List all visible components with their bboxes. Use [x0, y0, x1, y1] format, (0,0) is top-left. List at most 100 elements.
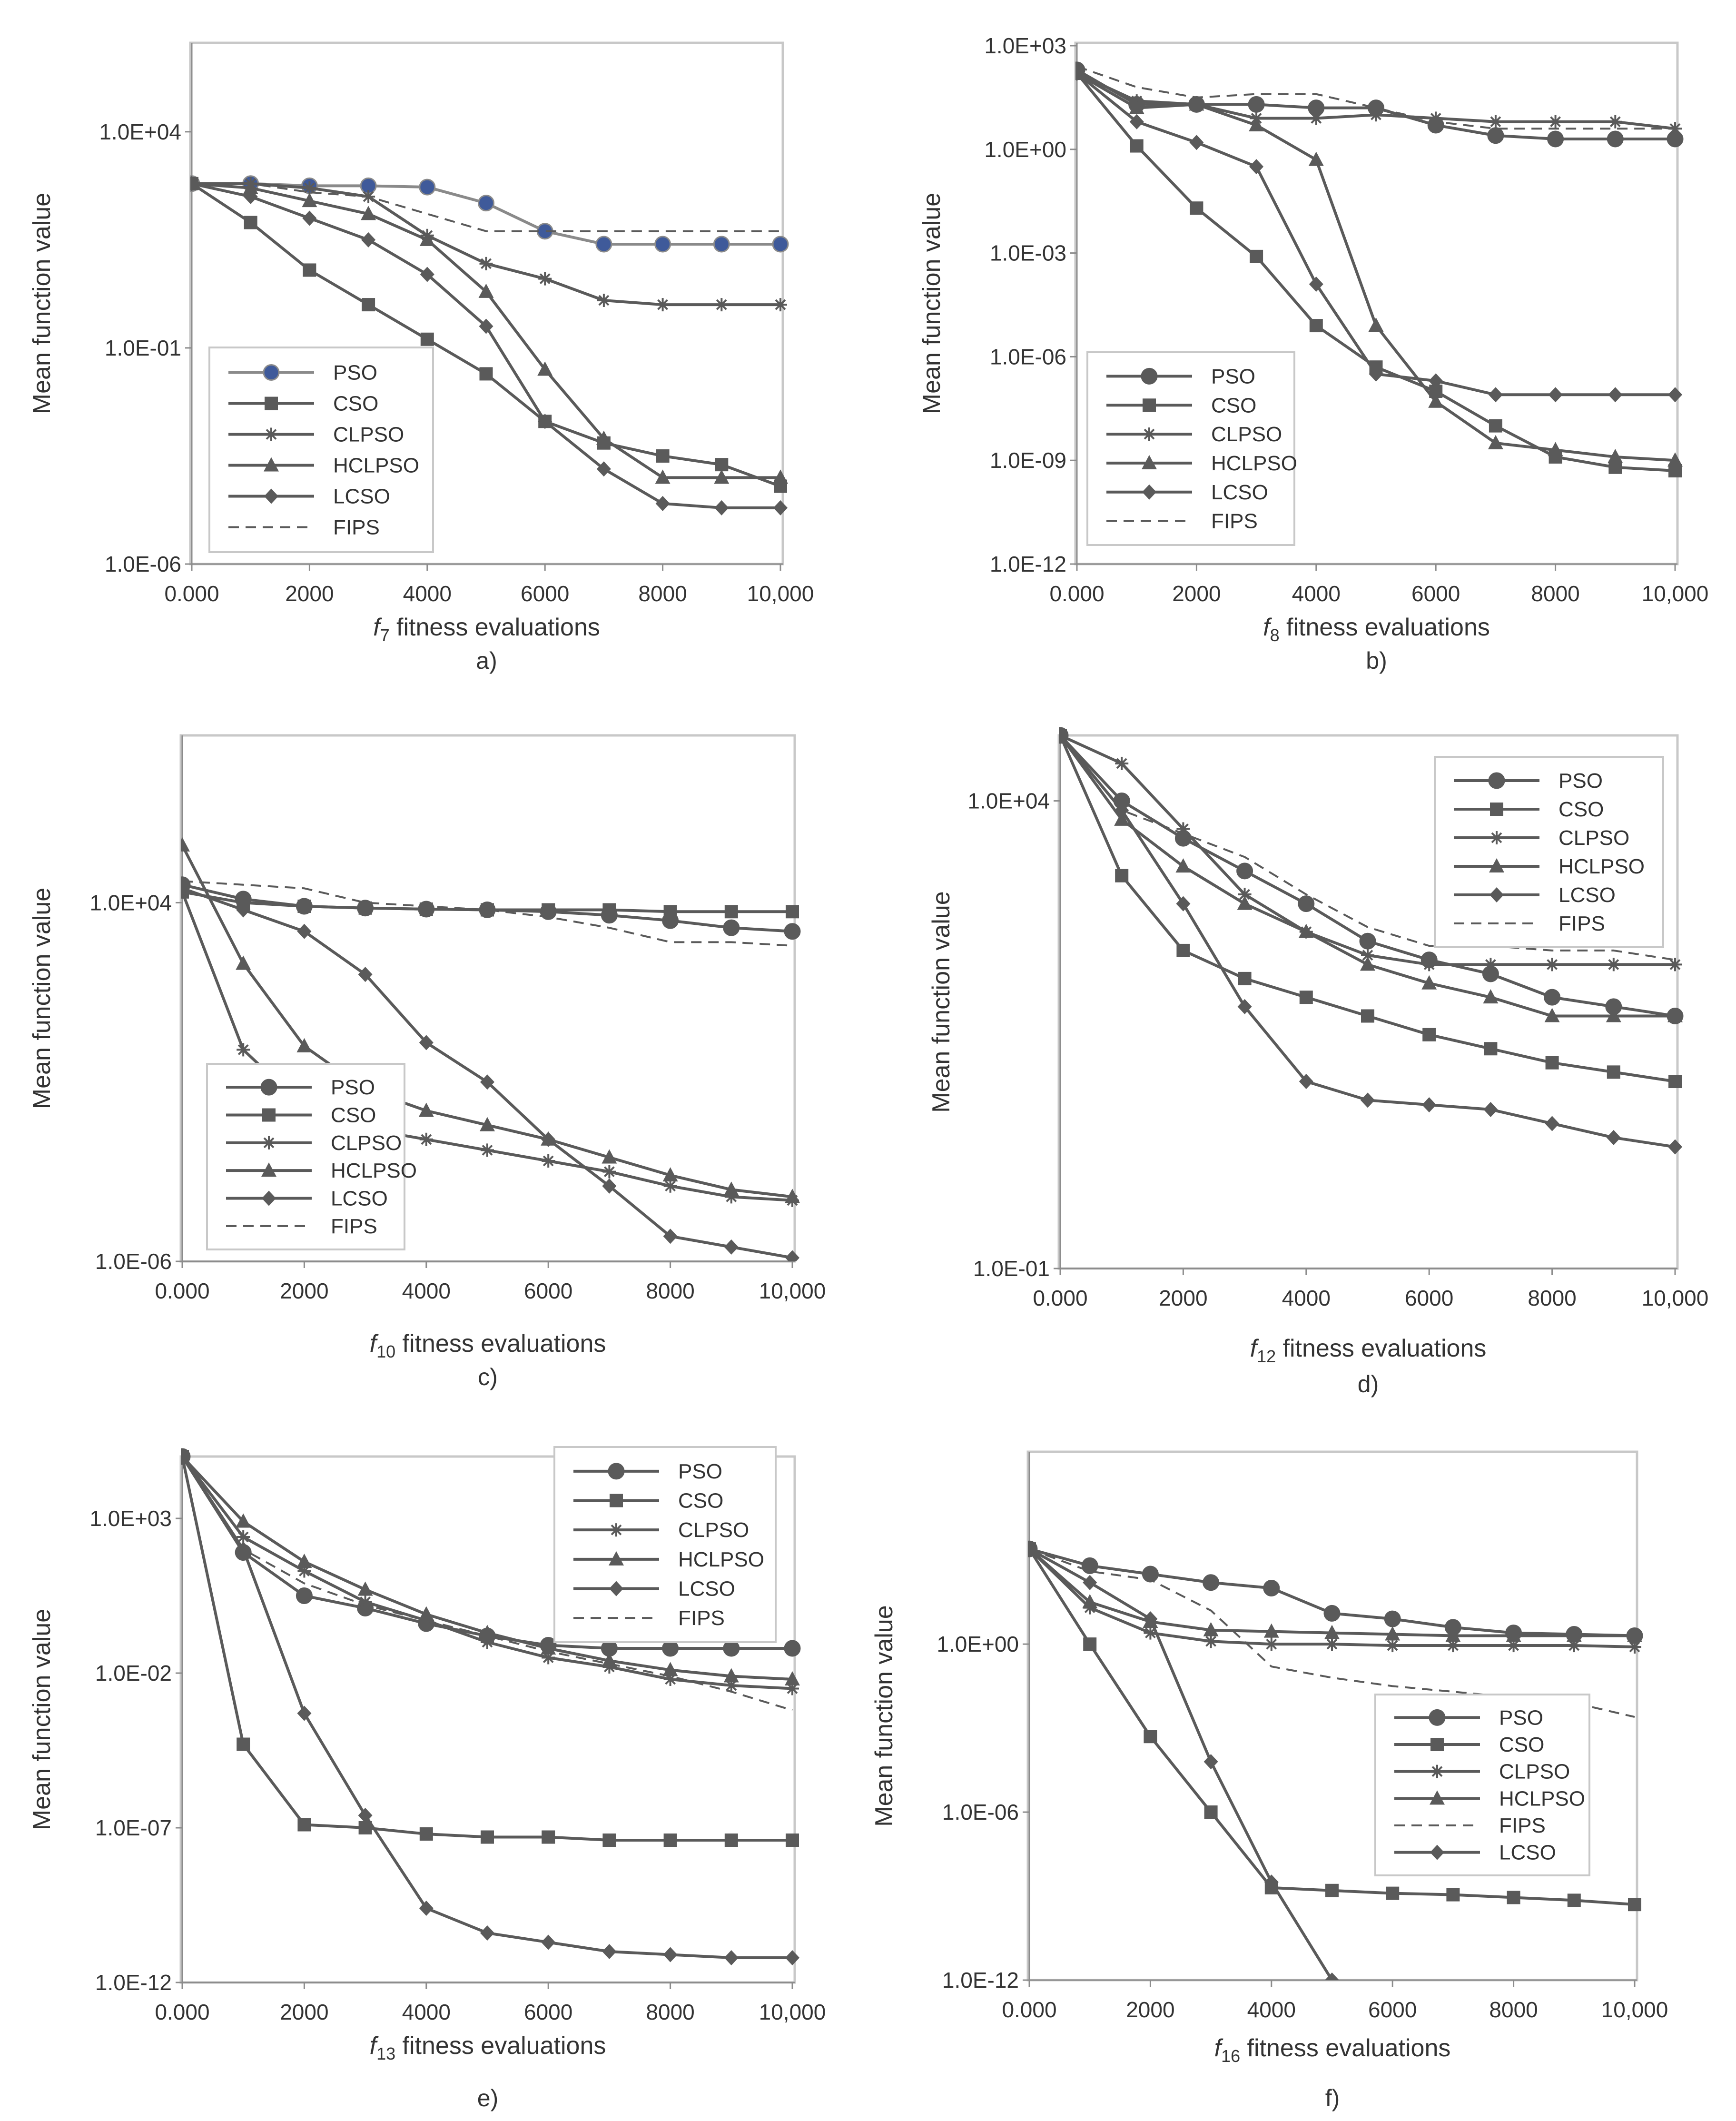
data-point-lcso	[785, 1250, 799, 1261]
legend-marker-clpso	[262, 1136, 276, 1150]
data-point-cso	[656, 449, 670, 463]
x-tick-label: 0.000	[1033, 1286, 1087, 1310]
x-tick-label: 2000	[1126, 1997, 1174, 2022]
data-point-hclpso	[662, 1662, 678, 1676]
legend-marker-clpso	[1490, 831, 1503, 844]
legend-marker-pso	[1488, 772, 1505, 789]
data-point-hclpso	[418, 1102, 434, 1117]
legend-label-pso: PSO	[678, 1460, 722, 1483]
data-point-lcso	[236, 902, 251, 918]
data-point-pso	[723, 919, 740, 936]
legend-label-pso: PSO	[331, 1076, 375, 1099]
x-tick-label: 0.000	[155, 1279, 209, 1303]
x-axis-title-text: fitness evaluations	[1276, 1335, 1486, 1362]
data-point-hclpso	[236, 1513, 251, 1528]
data-point-clpso	[542, 1154, 555, 1168]
x-tick-label: 6000	[524, 2000, 572, 2024]
data-point-pso	[1142, 1566, 1159, 1583]
panel-letter: e)	[477, 2085, 498, 2111]
data-point-hclpso	[181, 837, 190, 852]
data-point-cso	[479, 367, 493, 381]
x-axis-title: f7 fitness evaluations	[373, 614, 600, 645]
legend-marker-clpso	[1143, 427, 1156, 441]
data-point-lcso	[479, 318, 493, 334]
series-line-fips	[1059, 734, 1676, 961]
x-tick-label: 6000	[521, 581, 569, 606]
data-point-lcso	[541, 1934, 556, 1950]
x-axis-title: f8 fitness evaluations	[1263, 614, 1490, 645]
data-point-lcso	[1176, 896, 1191, 912]
data-point-cso	[1361, 1009, 1374, 1023]
x-tick-label: 2000	[1159, 1286, 1207, 1310]
legend-marker-hclpso	[261, 1162, 276, 1177]
data-point-pso	[1547, 130, 1564, 148]
data-point-hclpso	[537, 361, 553, 376]
data-point-clpso	[481, 1143, 494, 1157]
data-point-hclpso	[596, 430, 612, 445]
chart-panel-c: 1.0E+04 1.0E-06 0.000 2000 4000 6000 8000 10,00…	[28, 734, 826, 1390]
data-point-hclpso	[1263, 1623, 1279, 1638]
data-point-pso	[419, 178, 436, 196]
data-point-clpso	[663, 1179, 677, 1193]
legend: PSO CSO CLPSO HCLPSO LCSO FIPS	[1086, 351, 1297, 546]
data-point-hclpso	[1368, 317, 1384, 332]
data-point-clpso	[656, 298, 670, 312]
data-point-lcso	[1361, 1092, 1375, 1108]
legend-marker-cso	[262, 1108, 276, 1122]
data-point-clpso	[1386, 1639, 1400, 1653]
x-axis-title: f16 fitness evaluations	[1214, 2034, 1451, 2066]
legend-label-clpso: CLPSO	[331, 1131, 402, 1155]
data-point-pso	[1544, 989, 1561, 1006]
data-point-clpso	[1325, 1637, 1339, 1651]
x-tick-label: 10,000	[1642, 581, 1709, 606]
y-tick-label: 1.0E-07	[95, 1815, 172, 1840]
data-point-cso	[420, 332, 434, 346]
data-point-hclpso	[478, 283, 494, 298]
data-point-cso	[1607, 1065, 1620, 1079]
data-point-hclpso	[480, 1117, 495, 1131]
data-point-pso	[595, 236, 612, 253]
legend-label-clpso: CLPSO	[1558, 826, 1629, 850]
x-axis-title-f: f	[1214, 2034, 1223, 2062]
data-point-clpso	[1608, 115, 1622, 129]
x-axis-title-text: fitness evaluations	[395, 1330, 606, 1358]
series-line-fips	[1076, 65, 1675, 130]
legend-marker-cso	[265, 396, 278, 410]
data-point-pso	[1263, 1579, 1280, 1596]
data-point-cso	[663, 1834, 677, 1847]
data-point-lcso	[480, 1925, 494, 1941]
x-axis-title-text: fitness evaluations	[395, 2032, 606, 2060]
x-tick-label: 8000	[1531, 581, 1579, 606]
data-point-lcso	[358, 967, 373, 982]
data-point-clpso	[774, 298, 787, 312]
legend-label-pso: PSO	[1499, 1706, 1543, 1729]
data-point-lcso	[663, 1229, 678, 1244]
data-point-cso	[362, 298, 375, 312]
y-tick-label: 1.0E+04	[89, 890, 172, 915]
data-point-hclpso	[662, 1167, 678, 1182]
chart-panel-f: 1.0E+00 1.0E-06 1.0E-12 0.000 2000 4000 6000 80…	[870, 1450, 1668, 2111]
legend-label-fips: FIPS	[1558, 912, 1605, 935]
legend-marker-lcso	[1489, 887, 1504, 902]
data-point-lcso	[1545, 1116, 1559, 1131]
data-point-cso	[602, 1834, 616, 1847]
legend: PSO CSO CLPSO HCLPSO LCSO FIPS	[208, 347, 434, 553]
data-point-clpso	[538, 272, 552, 286]
y-axis-title: Mean function value	[28, 1609, 56, 1830]
x-tick-label: 4000	[402, 2000, 451, 2024]
data-point-lcso	[1309, 276, 1323, 292]
data-point-cso	[724, 1834, 738, 1847]
legend-marker-pso	[260, 1079, 277, 1096]
data-point-cso	[419, 1827, 433, 1841]
data-point-lcso	[1668, 1139, 1682, 1155]
data-point-hclpso	[1324, 1625, 1340, 1639]
data-point-hclpso	[419, 231, 435, 246]
data-point-hclpso	[1445, 1627, 1461, 1642]
legend-label-hclpso: HCLPSO	[1499, 1787, 1585, 1810]
x-axis-title-f: f	[373, 614, 382, 641]
x-tick-label: 10,000	[747, 581, 814, 606]
x-tick-label: 8000	[646, 2000, 694, 2024]
legend-label-lcso: LCSO	[333, 485, 390, 508]
data-point-hclpso	[723, 1668, 739, 1683]
